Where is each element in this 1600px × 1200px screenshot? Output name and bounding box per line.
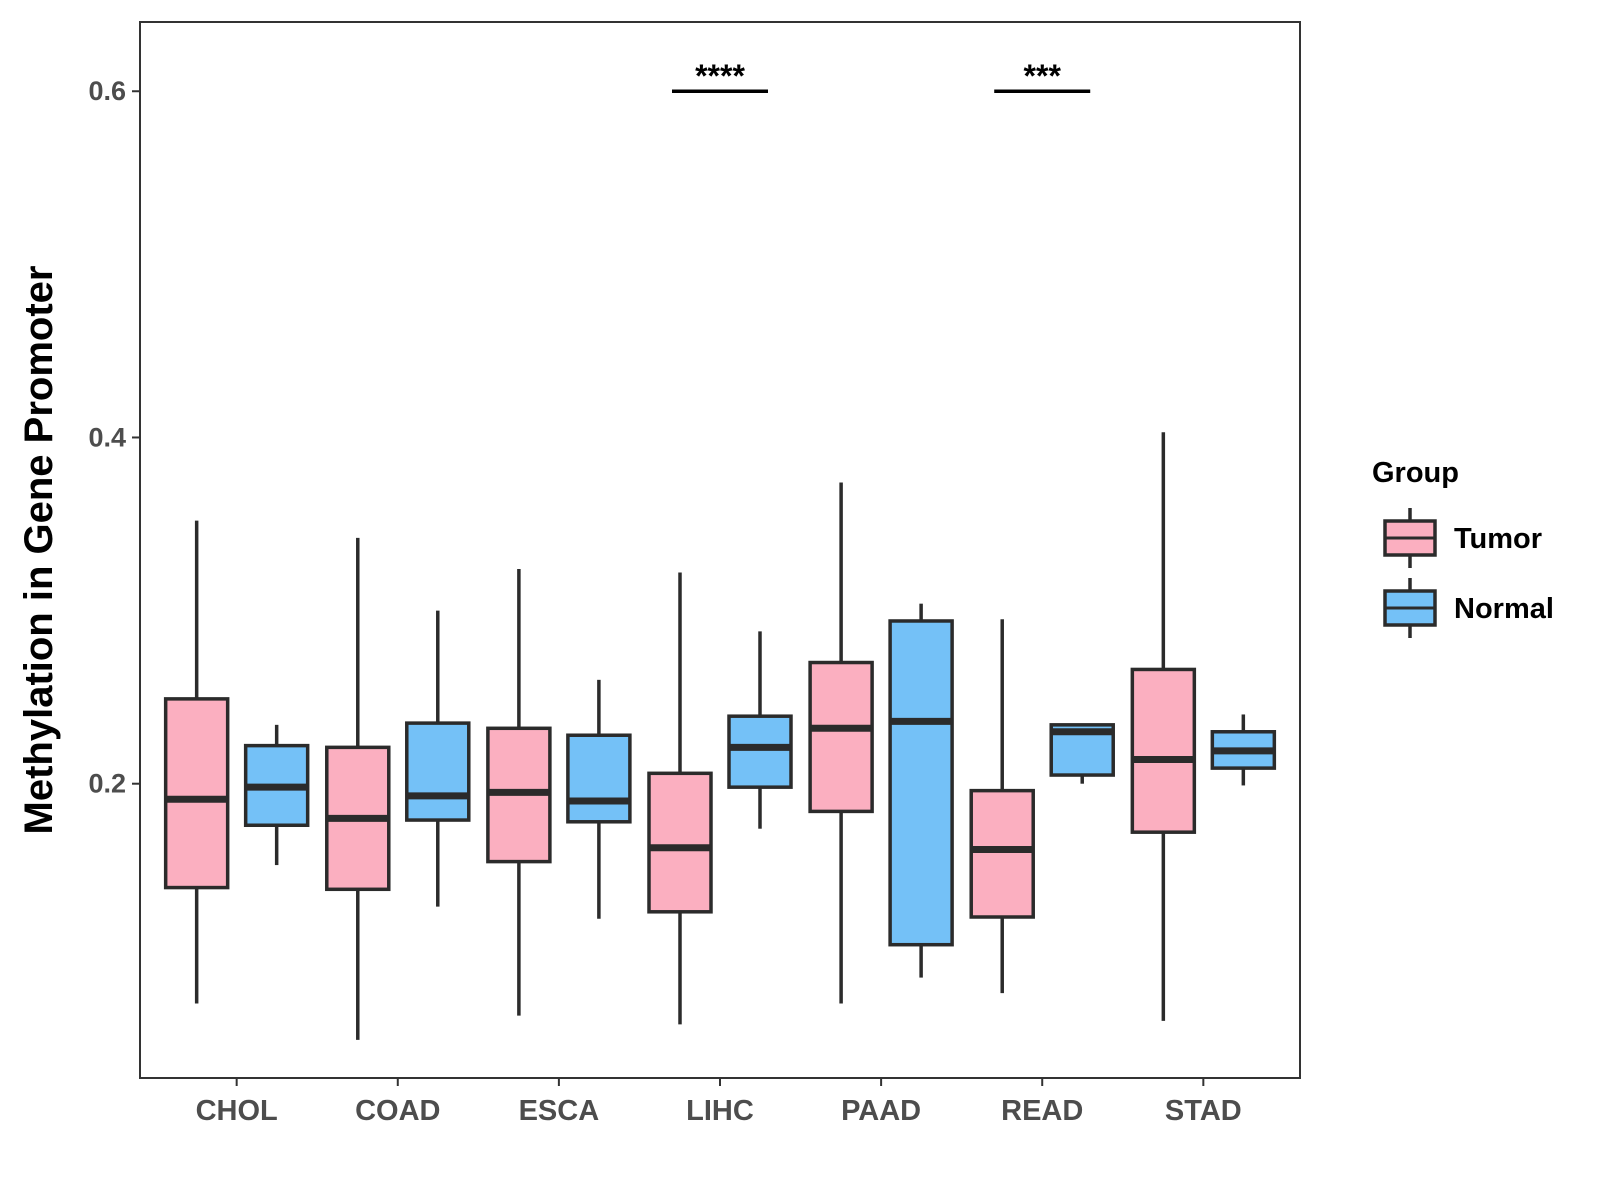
y-tick-label: 0.4 — [88, 422, 126, 452]
significance-label: *** — [1024, 58, 1062, 94]
box-iqr — [647, 771, 713, 914]
box-normal-stad — [1210, 714, 1277, 786]
box-iqr — [808, 660, 874, 814]
box-iqr — [405, 721, 471, 822]
box-normal-chol — [243, 724, 310, 866]
box-normal-paad — [888, 603, 954, 978]
plot-area: **** *** — [163, 58, 1277, 1040]
x-tick-label: CHOL — [196, 1095, 278, 1127]
box-tumor-coad — [325, 537, 391, 1040]
box-normal-coad — [405, 610, 471, 907]
significance-label: **** — [695, 58, 745, 94]
y-tick-label: 0.2 — [88, 769, 126, 799]
legend-title: Group — [1372, 457, 1459, 489]
box-iqr — [163, 697, 230, 890]
box-tumor-read — [969, 619, 1035, 994]
x-tick-label: PAAD — [841, 1095, 921, 1127]
x-tick-label: COAD — [355, 1095, 440, 1127]
x-tick-label: STAD — [1165, 1095, 1242, 1127]
x-tick-label: READ — [1001, 1095, 1083, 1127]
box-tumor-paad — [808, 482, 874, 1004]
box-iqr — [1130, 667, 1197, 834]
y-tick-label: 0.6 — [88, 76, 126, 106]
box-tumor-stad — [1130, 432, 1197, 1021]
y-axis-title: Methylation in Gene Promoter — [17, 266, 61, 835]
box-normal-lihc — [727, 631, 793, 829]
legend: Group Tumor Normal — [1372, 457, 1554, 638]
box-iqr — [727, 714, 793, 789]
box-tumor-chol — [163, 520, 230, 1004]
box-tumor-esca — [486, 569, 552, 1016]
legend-label-tumor: Tumor — [1454, 523, 1542, 555]
axes: 0.2 0.4 0.6 Methylation in Gene Promoter CHO… — [17, 21, 1301, 1127]
box-normal-read — [1049, 723, 1115, 784]
box-iqr — [969, 788, 1035, 919]
box-tumor-lihc — [647, 572, 713, 1025]
panel-border — [139, 21, 1301, 1079]
x-tick-label: LIHC — [686, 1095, 754, 1127]
x-tick-label: ESCA — [519, 1095, 600, 1127]
box-normal-esca — [566, 679, 632, 919]
box-iqr — [566, 733, 632, 824]
legend-label-normal: Normal — [1454, 593, 1554, 625]
box-iqr — [888, 619, 954, 947]
